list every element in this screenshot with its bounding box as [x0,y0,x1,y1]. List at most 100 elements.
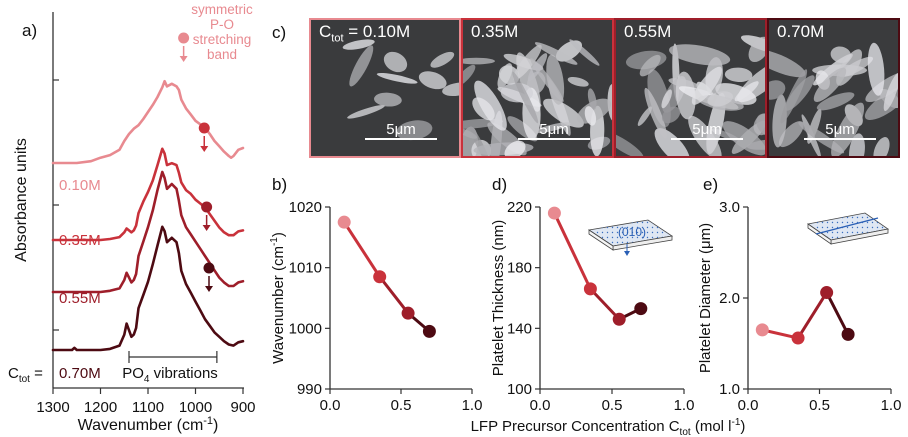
series-label-0.70M: 0.70M [59,365,101,382]
sem-scale-label-010: 5μm [386,121,416,138]
sem-crystal-3-21 [830,46,852,63]
sem-image-035: 0.35M 5μm [461,18,614,158]
sem-texture-035 [463,39,612,156]
sem-crystal-1-26 [534,122,571,134]
series-label-0.35M: 0.35M [59,232,101,249]
sem-texture-010 [342,39,459,141]
point-b-1 [373,270,387,284]
sem-crystal-2-29 [746,139,765,150]
point-b-2 [401,306,415,320]
sem-crystal-0-7 [383,51,408,73]
diameter-inset [806,212,890,245]
sem-crystal-0-1 [442,82,459,97]
sem-texture-055 [616,35,765,156]
x-axis-label-a-sup: -1 [203,415,213,427]
y-tick-label-b-3: 1020 [289,199,322,216]
panel-label-e: e) [703,175,718,194]
point-e-3 [841,327,855,341]
sem-crystal-0-4 [418,71,447,90]
sem-scale-bar-010 [365,138,437,140]
marker-dot-0.35M [198,122,210,134]
sem-crystal-3-25 [883,73,898,112]
sem-crystal-0-6 [342,39,375,50]
marker-arrowhead-0.35M [200,146,209,152]
sem-crystal-2-6 [661,89,672,109]
sem-label-070: 0.70M [777,22,825,41]
panel-label-d: d) [492,175,507,194]
x-tick-label-e-0: 0.0 [738,397,759,414]
x-tick-label-b-2: 1.0 [462,397,483,414]
thickness-inset: (010) [587,219,674,256]
shared-x-axis-label-main: LFP Precursor Concentration C [471,418,680,435]
sem-crystal-2-19 [668,78,700,89]
x-axis-label-a-main: Wavenumber (cm [78,417,204,434]
spectra-group [51,79,245,352]
sem-label-035: 0.35M [471,22,519,41]
sem-crystal-1-16 [569,39,600,66]
sem-crystal-2-28 [707,91,734,107]
sem-scale-label-035: 5μm [539,121,569,138]
sem-image-010: Ctot = 0.10M 5μm [309,18,461,158]
sem-crystal-0-0 [349,45,374,87]
x-ticks-a: 1300 1200 1100 1000 900 [36,388,256,416]
sem-crystal-3-23 [867,42,885,96]
y-ticks-a [53,79,59,331]
sem-crystal-1-35 [512,71,539,124]
sem-scale-bar-070 [804,138,876,140]
sem-texture-070 [769,42,898,156]
sem-crystal-3-1 [769,49,806,78]
point-b-3 [422,324,436,338]
sem-crystal-3-6 [769,80,786,100]
annotation-line-1: P-O [210,17,234,32]
sem-crystal-1-28 [584,106,597,126]
x-tick-label-d-2: 1.0 [674,397,695,414]
sem-crystal-3-5 [772,94,787,148]
sem-label-010-rest: = 0.10M [343,22,411,41]
sem-crystal-1-5 [463,57,495,65]
point-d-2 [612,312,626,326]
shared-x-axis-label: LFP Precursor Concentration Ctot (mol l-… [471,417,746,437]
sem-crystal-1-33 [587,88,597,110]
segment-b-0 [342,221,381,278]
y-tick-label-b-2: 1010 [289,260,322,277]
sem-crystal-2-11 [748,36,765,63]
sem-label-055: 0.55M [624,22,672,41]
sem-crystal-2-8 [724,67,753,83]
sem-scale-label-070: 5μm [825,121,855,138]
y-tick-label-e-1: 2.0 [719,290,740,307]
sem-crystal-2-26 [661,106,681,124]
segment-e-1 [796,291,828,339]
sem-crystal-3-9 [816,92,855,111]
y-tick-label-d-1: 140 [507,320,532,337]
marker-dot-0.55M [201,201,213,213]
x-tick-label-b-1: 0.5 [391,397,412,414]
marker-dot-0.10M [178,32,190,44]
sem-crystal-1-17 [463,64,476,87]
annotation-line-0: symmetric [191,2,253,17]
sem-crystal-3-13 [849,133,865,156]
sem-crystal-2-14 [756,113,765,137]
y-tick-label-e-2: 3.0 [719,199,740,216]
sem-image-055: 0.55M 5μm [614,18,767,158]
y-axis-label-b-sup: -1 [269,237,280,246]
segment-d-0 [553,212,592,290]
segment-e-2 [825,291,850,336]
sem-crystal-1-21 [463,128,477,139]
x-tick-label-a-1300: 1300 [36,399,69,416]
po4-range-label-main: PO [122,365,144,382]
y-axis-label-d-main: Platelet Thickness (nm) [490,220,507,376]
sem-crystal-3-2 [778,121,804,148]
shared-x-axis-label-close: ) [740,418,745,435]
y-tick-label-b-1: 1000 [289,320,322,337]
y-tick-label-e-0: 1.0 [719,381,740,398]
inset-label-010: (010) [618,225,646,239]
x-tick-label-a-1200: 1200 [84,399,117,416]
series-label-0.55M: 0.55M [59,290,101,307]
shared-x-axis-label-sub: tot [680,427,691,437]
y-axis-label-b: Wavenumber (cm-1) [269,232,287,364]
spectrum-line-0.35M [51,147,245,242]
ctot-label-eq: = [30,365,43,382]
spectrum-line-0.70M [51,225,245,352]
